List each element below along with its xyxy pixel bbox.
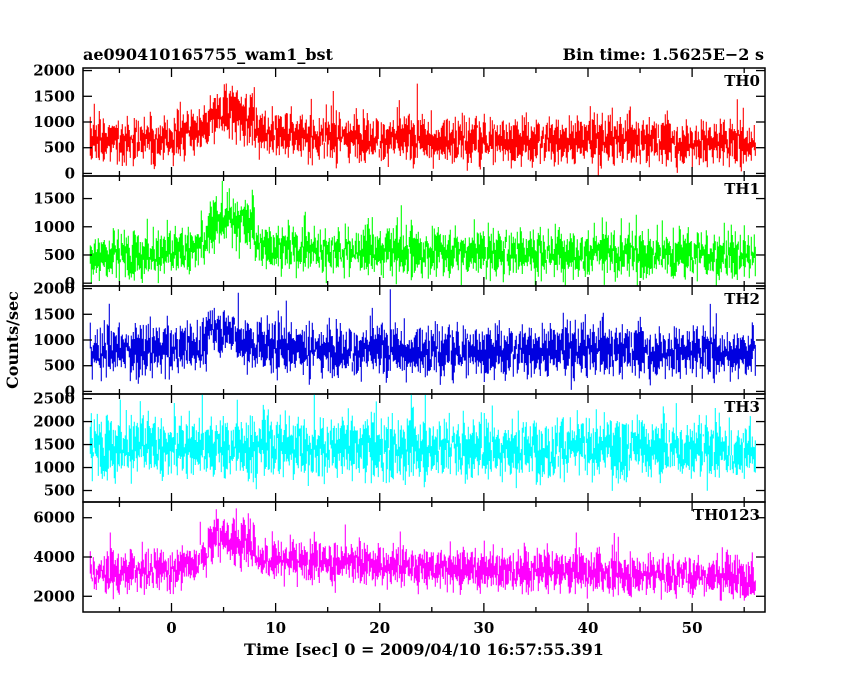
- y-tick-label: 0: [65, 164, 75, 182]
- y-tick-label: 2000: [33, 587, 75, 605]
- y-tick-label: 2000: [33, 280, 75, 298]
- y-tick-label: 1500: [33, 190, 75, 208]
- x-tick-label: 50: [682, 619, 703, 637]
- y-tick-label: 0: [65, 274, 75, 292]
- y-tick-label: 4000: [33, 548, 75, 566]
- series-line-th1: [89, 180, 756, 286]
- series-line-th3: [89, 394, 756, 491]
- y-tick-label: 500: [44, 357, 75, 375]
- x-tick-label: 10: [265, 619, 286, 637]
- panel-th3: 500 1000 1500 2000 2500 TH3: [33, 390, 766, 503]
- y-tick-label: 6000: [33, 509, 75, 527]
- y-tick-label: 1000: [33, 331, 75, 349]
- y-tick-label: 500: [44, 482, 75, 500]
- y-tick-label: 1000: [33, 113, 75, 131]
- panel-label: TH3: [724, 398, 760, 416]
- panel-th0: 0 500 1000 1500 2000 TH0: [33, 62, 766, 182]
- y-tick-label: 2500: [33, 390, 75, 408]
- y-tick-label: 2000: [33, 62, 75, 80]
- y-tick-label: 0: [65, 382, 75, 400]
- panel-label: TH1: [724, 180, 760, 198]
- chart-title-right: Bin time: 1.5625E−2 s: [563, 45, 764, 64]
- panel-label: TH2: [724, 290, 760, 308]
- x-tick-label: 30: [473, 619, 494, 637]
- x-axis-label: Time [sec] 0 = 2009/04/10 16:57:55.391: [244, 640, 604, 659]
- panel-th2: 0 500 1000 1500 2000 TH2: [33, 280, 766, 400]
- series-line-th2: [89, 289, 756, 390]
- panel-label: TH0: [724, 72, 760, 90]
- panel-th1: 0 500 1000 1500 TH1: [33, 175, 766, 292]
- y-tick-label: 2000: [33, 413, 75, 431]
- panel-label: TH0123: [693, 506, 760, 524]
- y-tick-label: 1500: [33, 436, 75, 454]
- y-axis-label: Counts/sec: [3, 291, 22, 389]
- y-tick-label: 1500: [33, 87, 75, 105]
- y-tick-label: 1500: [33, 305, 75, 323]
- panels-group: 0500100015002000TH0050010001500TH1050010…: [33, 62, 766, 637]
- y-tick-label: 1000: [33, 218, 75, 236]
- x-tick-label: 0: [166, 619, 176, 637]
- panel-th0123: 2000 4000 6000 0 10 20 30 40 50 TH0123: [33, 501, 766, 637]
- x-tick-label: 40: [578, 619, 599, 637]
- series-line-th0: [89, 83, 756, 176]
- x-tick-label: 20: [369, 619, 390, 637]
- series-line-th0123: [89, 508, 756, 601]
- y-tick-label: 500: [44, 139, 75, 157]
- y-tick-label: 500: [44, 246, 75, 264]
- y-tick-label: 1000: [33, 459, 75, 477]
- chart-title-left: ae090410165755_wam1_bst: [83, 45, 334, 64]
